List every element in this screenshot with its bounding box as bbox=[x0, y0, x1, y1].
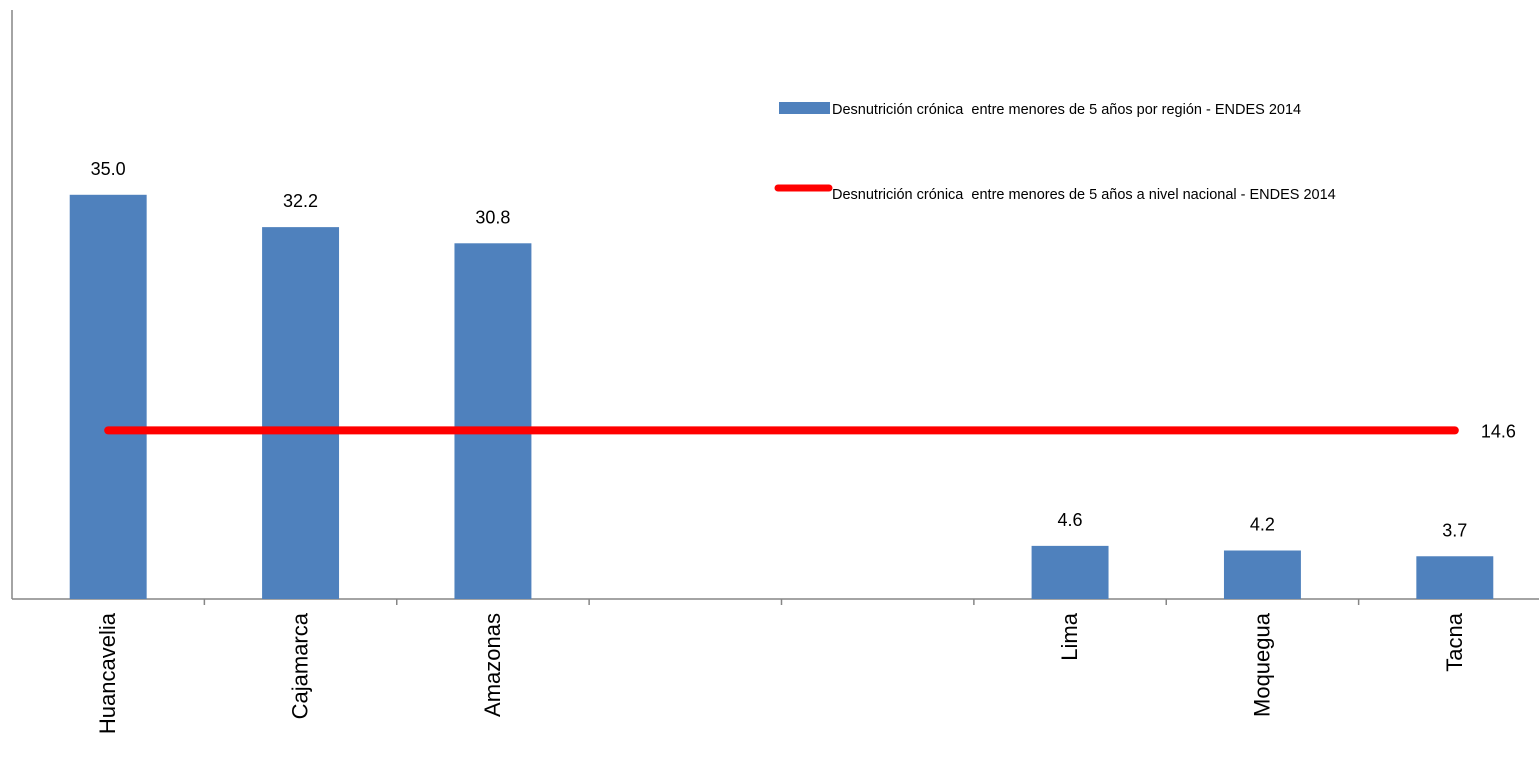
bar-data-label: 4.2 bbox=[1250, 514, 1275, 534]
bar bbox=[262, 227, 340, 599]
x-tick-label: Moquegua bbox=[1249, 612, 1274, 717]
bar bbox=[69, 194, 147, 600]
national-line-series: 14.6 bbox=[104, 421, 1516, 441]
bar-data-label: 35.0 bbox=[91, 159, 126, 179]
bar bbox=[1416, 556, 1494, 599]
x-tick-labels: Huancavelia Cajamarca Amazonas Lima Moquegua… bbox=[95, 612, 1467, 734]
bar-data-label: 30.8 bbox=[475, 207, 510, 227]
x-tick-label: Amazonas bbox=[480, 613, 505, 717]
line-data-label: 14.6 bbox=[1481, 421, 1516, 441]
x-tick-label: Cajamarca bbox=[288, 612, 313, 719]
bar bbox=[1031, 545, 1109, 599]
x-tick-label: Lima bbox=[1057, 612, 1082, 660]
legend-label-bar: Desnutrición crónica entre menores de 5 … bbox=[832, 102, 1301, 118]
bar-data-label: 32.2 bbox=[283, 191, 318, 211]
x-tick-label: Huancavelia bbox=[95, 612, 120, 734]
bar-data-label: 4.6 bbox=[1058, 510, 1083, 530]
legend-swatch-bar bbox=[779, 102, 830, 114]
bar-data-labels: 35.0 32.2 30.8 4.6 4.2 3.7 bbox=[91, 159, 1468, 540]
bar-data-label: 3.7 bbox=[1442, 520, 1467, 540]
x-axis-ticks bbox=[203, 599, 1360, 605]
bar bbox=[1223, 550, 1301, 599]
axes bbox=[11, 10, 1539, 600]
legend-label-line: Desnutrición crónica entre menores de 5 … bbox=[832, 187, 1336, 203]
bar-series bbox=[69, 194, 1494, 600]
bar bbox=[454, 243, 532, 599]
x-tick-label: Tacna bbox=[1442, 612, 1467, 671]
legend: Desnutrición crónica entre menores de 5 … bbox=[774, 102, 1336, 203]
